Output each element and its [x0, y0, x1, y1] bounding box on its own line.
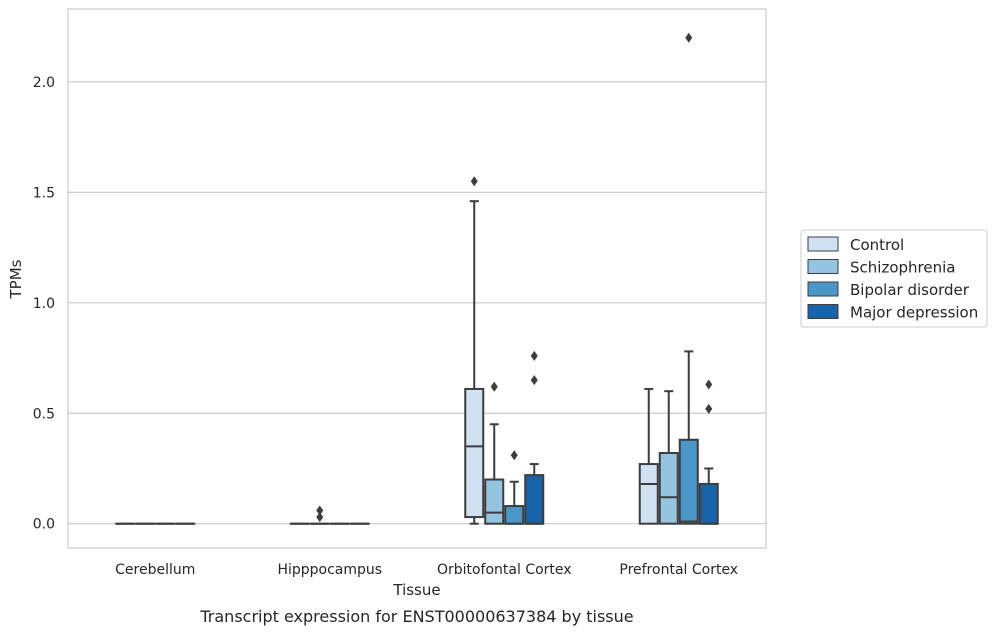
box-major-depression [698, 379, 719, 525]
box-body [484, 478, 505, 525]
box-body [638, 463, 659, 525]
legend-swatch [807, 259, 839, 274]
box-bipolar-disorder [504, 450, 525, 525]
box-body [678, 438, 699, 525]
y-tick-label: 0.0 [33, 517, 55, 533]
box-body [524, 474, 545, 525]
x-tick-label: Cerebellum [115, 562, 195, 578]
outlier-point [316, 505, 324, 516]
legend-label: Schizophrenia [850, 259, 955, 277]
outlier-point [316, 512, 324, 523]
legend-swatch [807, 281, 839, 297]
box-body [698, 482, 719, 525]
outlier-point [490, 381, 498, 392]
x-tick-label: Orbitofontal Cortex [437, 562, 572, 578]
y-tick-labels: 0.0 0.5 1.0 1.5 2.0 [33, 75, 55, 533]
y-tick-label: 0.5 [33, 406, 55, 422]
box-major-depression [524, 350, 545, 525]
y-tick-label: 2.0 [33, 75, 55, 91]
box-bipolar-disorder [678, 32, 699, 525]
box-body [464, 387, 485, 519]
y-tick-label: 1.0 [33, 296, 55, 312]
outlier-point [530, 350, 538, 361]
x-tick-label: Prefrontal Cortex [619, 562, 738, 578]
box-schizophrenia [309, 505, 330, 525]
box-body [658, 452, 679, 525]
outlier-point [705, 403, 713, 414]
x-axis-title: Tissue [392, 581, 440, 599]
box-control [464, 176, 485, 525]
legend-frame [800, 229, 988, 328]
outlier-point [470, 176, 478, 187]
y-axis-title: TPMs [7, 259, 25, 299]
outlier-point [510, 450, 518, 461]
box-schizophrenia [658, 390, 679, 525]
box-control [638, 387, 659, 525]
plot-area-frame [67, 8, 767, 549]
legend-swatch [807, 304, 839, 319]
box-layer [115, 32, 719, 525]
outlier-point [705, 379, 713, 390]
box-body [504, 505, 525, 525]
legend-label: Major depression [850, 304, 978, 322]
box-schizophrenia [484, 381, 505, 525]
outlier-point [685, 32, 693, 43]
y-tick-label: 1.5 [33, 185, 55, 201]
x-tick-labels: Cerebellum Hipppocampus Orbitofontal Corte… [115, 562, 738, 578]
x-tick-label: Hipppocampus [277, 562, 382, 578]
legend-swatch [807, 236, 839, 252]
outlier-point [530, 375, 538, 386]
chart-caption: Transcript expression for ENST0000063738… [199, 607, 633, 626]
legend-label: Bipolar disorder [850, 281, 970, 299]
legend: Control Schizophrenia Bipolar disorder Majo… [800, 229, 988, 328]
legend-label: Control [850, 236, 904, 254]
